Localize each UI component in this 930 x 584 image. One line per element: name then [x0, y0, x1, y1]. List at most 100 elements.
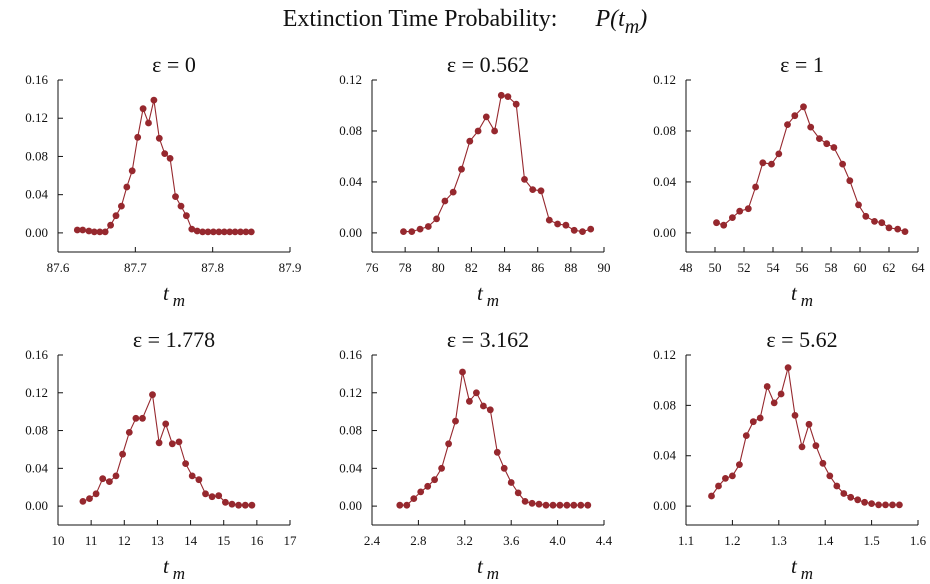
data-point — [396, 502, 403, 509]
y-tick-label: 0.04 — [653, 448, 676, 463]
data-point — [862, 213, 869, 220]
panel-title: ε = 1 — [780, 52, 824, 77]
data-point — [543, 502, 550, 509]
data-point — [149, 391, 156, 398]
data-point — [515, 490, 522, 497]
x-tick-label: 84 — [498, 260, 512, 275]
data-point — [806, 421, 813, 428]
data-point — [102, 229, 109, 236]
x-tick-label: 1.2 — [724, 533, 740, 548]
data-point — [242, 502, 249, 509]
data-point — [93, 490, 100, 497]
y-tick-label: 0.04 — [25, 460, 48, 475]
data-point — [133, 415, 140, 422]
series-line — [83, 395, 252, 506]
data-point — [759, 159, 766, 166]
data-point — [878, 219, 885, 226]
x-tick-label: 2.8 — [410, 533, 426, 548]
y-tick-label: 0.08 — [339, 123, 362, 138]
data-point — [577, 502, 584, 509]
data-point — [846, 177, 853, 184]
data-point — [799, 444, 806, 451]
x-tick-label: 87.8 — [201, 260, 224, 275]
y-tick-label: 0.00 — [25, 225, 48, 240]
data-point — [820, 460, 827, 467]
data-point — [99, 475, 106, 482]
data-point — [408, 228, 415, 235]
data-point — [498, 92, 505, 99]
x-tick-label: 50 — [709, 260, 722, 275]
data-point — [823, 140, 830, 147]
x-tick-label: 52 — [738, 260, 751, 275]
data-point — [840, 490, 847, 497]
data-point — [119, 451, 126, 458]
panel-title: ε = 0 — [152, 52, 196, 77]
data-point — [118, 203, 125, 210]
data-point — [249, 502, 256, 509]
y-tick-label: 0.00 — [25, 498, 48, 513]
x-tick-label: 78 — [399, 260, 412, 275]
data-point — [757, 415, 764, 422]
y-tick-label: 0.12 — [653, 347, 676, 362]
data-point — [736, 461, 743, 468]
data-point — [156, 439, 163, 446]
x-tick-label: 3.2 — [457, 533, 473, 548]
data-point — [235, 502, 242, 509]
series-line — [77, 100, 251, 232]
data-point — [140, 105, 147, 112]
x-tick-label: 1.1 — [678, 533, 694, 548]
y-tick-label: 0.04 — [653, 174, 676, 189]
data-point — [167, 155, 174, 162]
data-point — [563, 222, 570, 229]
data-point — [410, 495, 417, 502]
data-point — [113, 473, 120, 480]
data-point — [778, 391, 785, 398]
series-line — [404, 95, 591, 231]
data-point — [750, 418, 757, 425]
data-point — [475, 128, 482, 135]
data-point — [134, 134, 141, 141]
data-point — [182, 460, 189, 467]
panel-title: ε = 5.62 — [766, 327, 837, 352]
data-point — [894, 226, 901, 233]
data-point — [722, 475, 729, 482]
x-tick-label: 58 — [825, 260, 838, 275]
data-point — [508, 479, 515, 486]
x-tick-label: 11 — [85, 533, 98, 548]
y-tick-label: 0.08 — [653, 397, 676, 412]
x-tick-label: 16 — [250, 533, 264, 548]
y-tick-label: 0.04 — [25, 187, 48, 202]
y-tick-label: 0.00 — [653, 498, 676, 513]
data-point — [875, 502, 882, 509]
data-point — [80, 498, 87, 505]
data-point — [139, 415, 146, 422]
data-point — [107, 222, 114, 229]
x-tick-label: 4.0 — [549, 533, 565, 548]
data-point — [452, 418, 459, 425]
x-tick-label: 82 — [465, 260, 478, 275]
x-tick-label: 87.6 — [47, 260, 70, 275]
data-point — [466, 398, 473, 405]
x-tick-label: 64 — [912, 260, 926, 275]
x-tick-label: 14 — [184, 533, 198, 548]
data-point — [736, 208, 743, 215]
data-point — [902, 228, 909, 235]
x-tick-label: 17 — [284, 533, 298, 548]
data-point — [587, 226, 594, 233]
series-line — [712, 368, 900, 505]
data-point — [745, 205, 752, 212]
x-axis-label: tm — [163, 554, 185, 583]
data-point — [183, 212, 190, 219]
x-axis-label: tm — [477, 554, 499, 583]
data-point — [442, 198, 449, 205]
data-point — [425, 223, 432, 230]
data-point — [729, 214, 736, 221]
x-tick-label: 54 — [767, 260, 781, 275]
x-tick-label: 60 — [854, 260, 867, 275]
data-point — [579, 228, 586, 235]
x-tick-label: 1.5 — [863, 533, 879, 548]
data-point — [178, 203, 185, 210]
data-point — [826, 473, 833, 480]
x-tick-label: 1.4 — [817, 533, 834, 548]
